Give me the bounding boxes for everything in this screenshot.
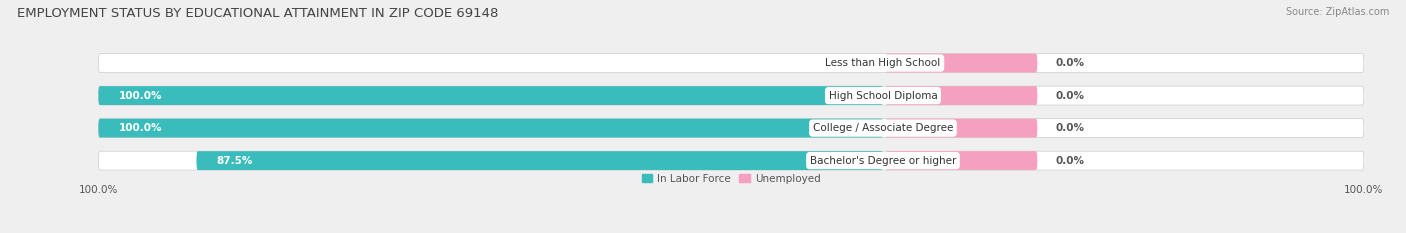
FancyBboxPatch shape bbox=[886, 151, 1038, 170]
Text: EMPLOYMENT STATUS BY EDUCATIONAL ATTAINMENT IN ZIP CODE 69148: EMPLOYMENT STATUS BY EDUCATIONAL ATTAINM… bbox=[17, 7, 498, 20]
FancyBboxPatch shape bbox=[98, 151, 1364, 170]
FancyBboxPatch shape bbox=[886, 86, 1038, 105]
Text: 0.0%: 0.0% bbox=[1054, 91, 1084, 101]
FancyBboxPatch shape bbox=[98, 54, 1364, 72]
Text: Less than High School: Less than High School bbox=[825, 58, 941, 68]
Text: 87.5%: 87.5% bbox=[217, 156, 253, 166]
FancyBboxPatch shape bbox=[98, 86, 883, 105]
FancyBboxPatch shape bbox=[886, 119, 1038, 137]
Text: 0.0%: 0.0% bbox=[1054, 156, 1084, 166]
Text: 0.0%: 0.0% bbox=[839, 58, 868, 68]
Text: 100.0%: 100.0% bbox=[118, 91, 162, 101]
FancyBboxPatch shape bbox=[98, 119, 883, 137]
Text: 0.0%: 0.0% bbox=[1054, 123, 1084, 133]
FancyBboxPatch shape bbox=[98, 86, 1364, 105]
FancyBboxPatch shape bbox=[98, 119, 1364, 137]
Text: Bachelor's Degree or higher: Bachelor's Degree or higher bbox=[810, 156, 956, 166]
Text: 0.0%: 0.0% bbox=[1054, 58, 1084, 68]
Text: 100.0%: 100.0% bbox=[118, 123, 162, 133]
Legend: In Labor Force, Unemployed: In Labor Force, Unemployed bbox=[637, 169, 825, 188]
FancyBboxPatch shape bbox=[197, 151, 883, 170]
Text: Source: ZipAtlas.com: Source: ZipAtlas.com bbox=[1285, 7, 1389, 17]
FancyBboxPatch shape bbox=[886, 54, 1038, 72]
Text: High School Diploma: High School Diploma bbox=[828, 91, 938, 101]
Text: College / Associate Degree: College / Associate Degree bbox=[813, 123, 953, 133]
